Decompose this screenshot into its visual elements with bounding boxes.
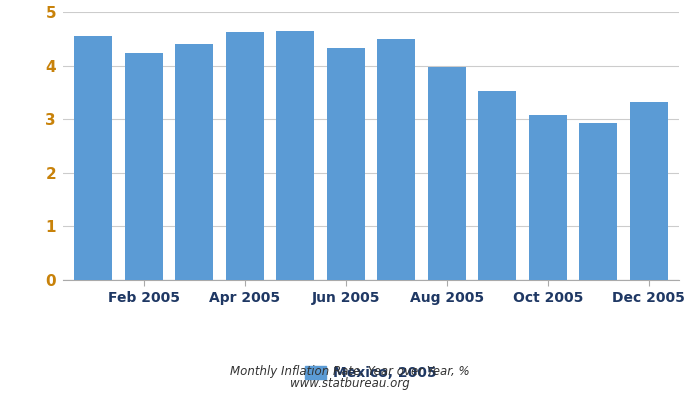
Bar (226, 32, 264, 280)
Bar (74, 36, 112, 280)
Text: Monthly Inflation Rate, Year over Year, %: Monthly Inflation Rate, Year over Year, … (230, 366, 470, 378)
Bar (580, 123, 617, 280)
Bar (276, 31, 314, 280)
Bar (428, 67, 466, 280)
Bar (125, 53, 162, 280)
Legend: Mexico, 2005: Mexico, 2005 (300, 360, 442, 386)
Bar (478, 91, 516, 280)
Bar (377, 39, 415, 280)
Bar (630, 102, 668, 280)
Bar (327, 48, 365, 280)
Bar (528, 116, 567, 280)
Bar (175, 44, 214, 280)
Text: www.statbureau.org: www.statbureau.org (290, 378, 410, 390)
